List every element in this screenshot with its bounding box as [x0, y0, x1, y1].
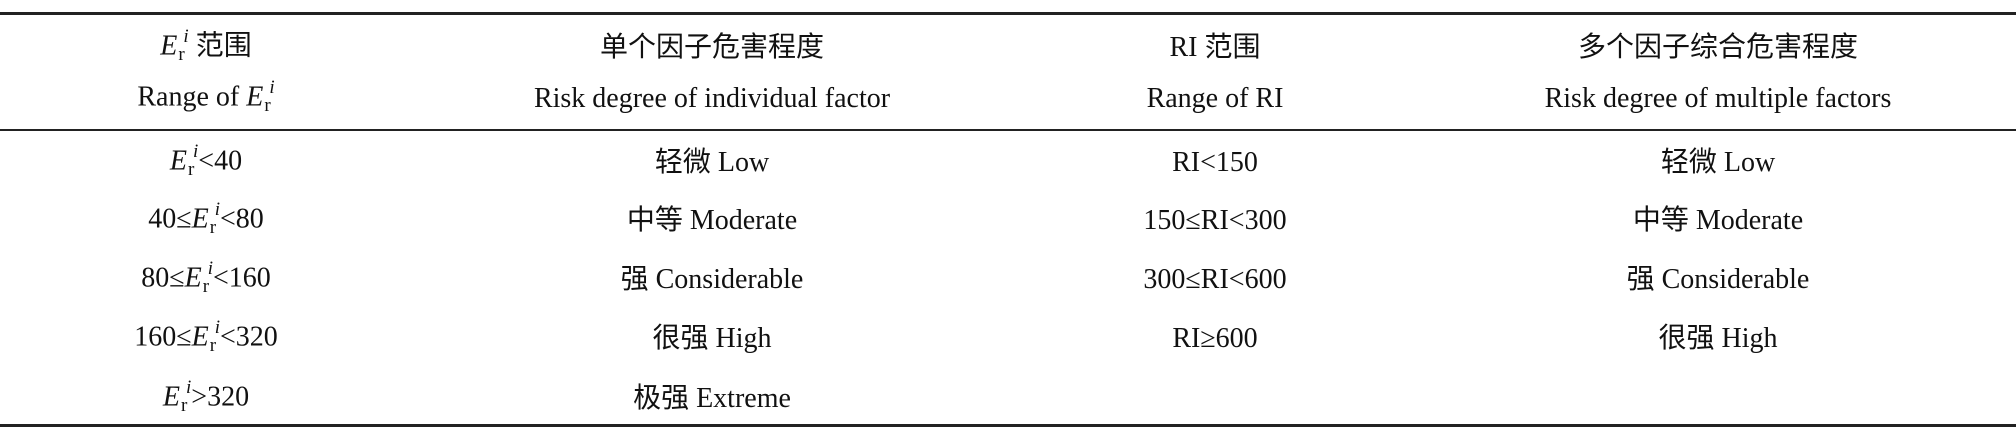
superscript: i	[214, 316, 220, 338]
cell: 很强 High	[1658, 323, 1778, 354]
cell: Range of RI	[1146, 83, 1284, 114]
cell: 160≤E i r <320	[134, 316, 278, 357]
superscript: i	[269, 76, 275, 98]
cell: 80≤E i r <160	[141, 257, 271, 298]
text: 80≤	[141, 262, 185, 294]
subscript: r	[181, 395, 188, 416]
cell: 很强 High	[652, 323, 772, 354]
header-rule	[0, 129, 2016, 131]
subscript: r	[188, 159, 195, 180]
text: 160≤	[134, 321, 192, 353]
cell: RI 范围	[1169, 32, 1261, 63]
text: <160	[212, 262, 271, 294]
bottom-rule	[0, 424, 2016, 427]
subscript: r	[178, 44, 185, 65]
text: 40≤	[148, 203, 192, 235]
cell: RI≥600	[1172, 323, 1258, 354]
superscript: i	[193, 140, 199, 162]
cell: 单个因子危害程度	[599, 32, 825, 63]
symbol: E	[191, 321, 209, 353]
text: <40	[198, 145, 243, 177]
text: 范围	[188, 30, 252, 62]
superscript: i	[207, 257, 213, 279]
superscript: i	[214, 198, 220, 220]
symbol: E	[169, 145, 188, 177]
symbol: E	[160, 30, 178, 62]
subscript: r	[209, 335, 217, 356]
cell: 轻微 Low	[654, 147, 770, 178]
cell: 中等 Moderate	[1632, 205, 1804, 236]
text: Range of	[137, 81, 247, 113]
cell: 强 Considerable	[1626, 264, 1810, 295]
cell: 300≤RI<600	[1143, 264, 1287, 295]
symbol: E	[184, 262, 202, 294]
cell: 强 Considerable	[620, 264, 804, 295]
symbol: E	[162, 381, 181, 413]
top-rule	[0, 12, 2016, 15]
cell: RI<150	[1172, 147, 1258, 178]
cell: Risk degree of multiple factors	[1544, 83, 1892, 114]
text: <80	[219, 203, 264, 235]
cell: 150≤RI<300	[1143, 205, 1287, 236]
cell: 多个因子综合危害程度	[1577, 32, 1859, 63]
cell: 轻微 Low	[1660, 147, 1776, 178]
symbol: E	[246, 81, 264, 113]
superscript: i	[183, 25, 189, 47]
text: <320	[219, 321, 278, 353]
cell: 极强 Extreme	[633, 383, 791, 414]
cell: 中等 Moderate	[626, 205, 798, 236]
subscript: r	[209, 217, 217, 238]
subscript: r	[202, 276, 210, 297]
subscript: r	[264, 95, 271, 116]
text: >320	[191, 381, 250, 413]
superscript: i	[186, 376, 192, 398]
symbol: E	[191, 203, 209, 235]
cell: 40≤E i r <80	[148, 198, 264, 239]
cell: Risk degree of individual factor	[533, 83, 891, 114]
